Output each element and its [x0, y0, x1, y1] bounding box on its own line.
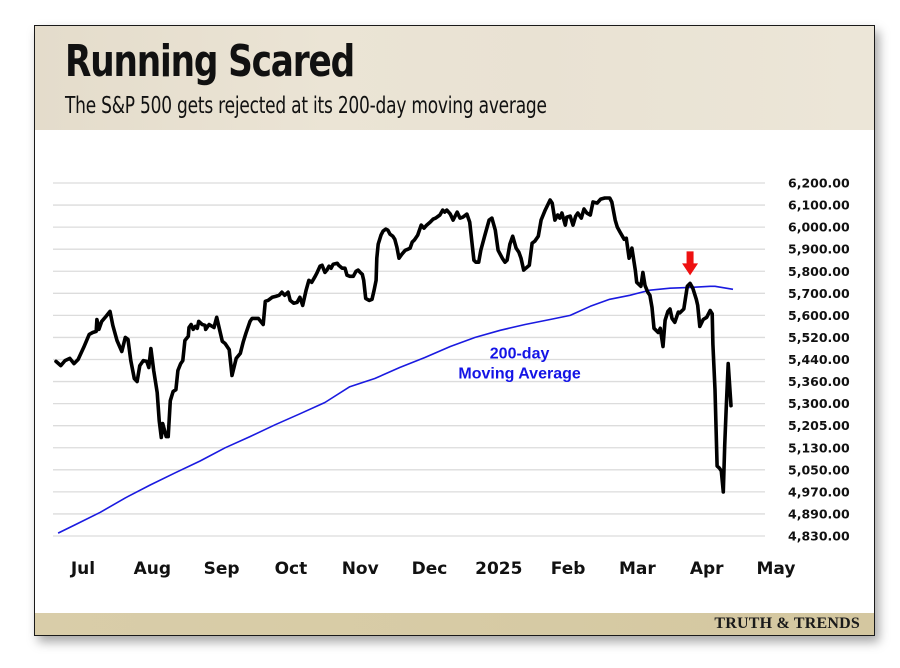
x-tick-label: Nov — [342, 559, 379, 579]
sp500-price-line — [54, 196, 733, 494]
x-tick-label: Apr — [690, 559, 724, 579]
x-tick-label: May — [757, 559, 796, 579]
y-tick-label: 4,830.00 — [788, 529, 850, 544]
brand-logo-text: TRUTH & TRENDS — [714, 615, 860, 632]
y-tick-label: 5,050.00 — [788, 462, 850, 477]
footer-band: TRUTH & TRENDS — [35, 613, 874, 635]
y-tick-label: 4,890.00 — [788, 506, 850, 521]
x-axis-labels: Jul Aug Sep Oct Nov Dec 2025 Feb Mar Apr May — [70, 559, 796, 579]
y-tick-label: 5,130.00 — [788, 440, 850, 455]
y-tick-label: 5,600.00 — [788, 308, 850, 323]
header-band: Running Scared The S&P 500 gets rejected… — [35, 26, 874, 130]
red-down-arrow-icon — [682, 251, 699, 276]
y-tick-label: 5,520.00 — [788, 330, 850, 345]
y-tick-label: 6,000.00 — [788, 220, 850, 235]
x-tick-label: Aug — [134, 559, 171, 579]
x-tick-label: Feb — [551, 559, 586, 579]
x-tick-label: Sep — [204, 559, 240, 579]
x-tick-label: Jul — [70, 559, 95, 579]
y-tick-label: 5,300.00 — [788, 396, 850, 411]
x-tick-label: 2025 — [475, 559, 522, 579]
chart-title: Running Scared — [65, 36, 355, 87]
ma-annotation-line1: 200-day — [490, 346, 550, 363]
y-tick-label: 5,800.00 — [788, 264, 850, 279]
chart-card: Running Scared The S&P 500 gets rejected… — [34, 25, 875, 636]
moving-average-line — [57, 285, 734, 534]
y-tick-label: 4,970.00 — [788, 484, 850, 499]
y-tick-label: 5,700.00 — [788, 286, 850, 301]
arrow-shape — [682, 251, 699, 276]
x-tick-label: Dec — [412, 559, 448, 579]
x-tick-label: Oct — [275, 559, 308, 579]
ma-annotation-line2: Moving Average — [458, 366, 581, 383]
y-tick-label: 6,200.00 — [788, 176, 850, 191]
chart-subtitle: The S&P 500 gets rejected at its 200-day… — [65, 93, 547, 119]
x-tick-label: Mar — [619, 559, 656, 579]
y-tick-label: 5,360.00 — [788, 374, 850, 389]
y-axis-labels: 6,200.00 6,100.00 6,000.00 5,900.00 5,800.00… — [788, 176, 850, 544]
y-tick-label: 6,100.00 — [788, 198, 850, 213]
y-tick-label: 5,440.00 — [788, 352, 850, 367]
y-tick-label: 5,205.00 — [788, 418, 850, 433]
gridlines — [53, 182, 765, 537]
y-tick-label: 5,900.00 — [788, 242, 850, 257]
